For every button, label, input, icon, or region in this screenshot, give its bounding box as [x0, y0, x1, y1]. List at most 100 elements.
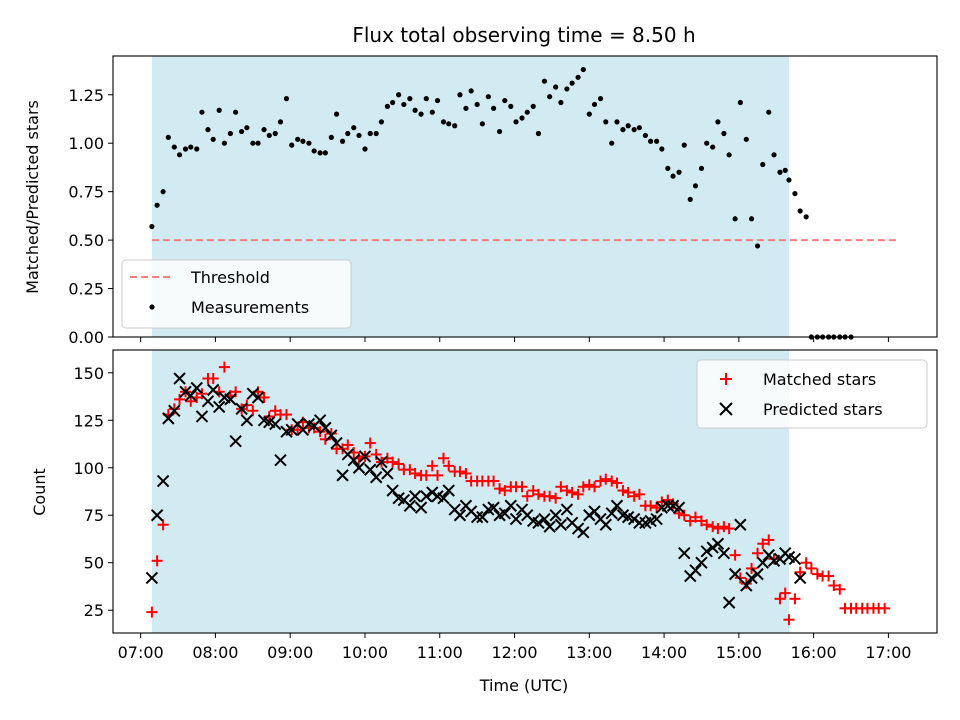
matched-stars-point — [606, 475, 618, 487]
matched-stars-point — [437, 452, 449, 464]
measurements-point — [434, 97, 441, 104]
measurements-point — [508, 103, 514, 109]
measurements-point — [194, 146, 200, 152]
measurements-point — [797, 208, 803, 214]
matched-stars-point — [393, 458, 405, 470]
x-tick-label: 10:00 — [342, 643, 388, 662]
measurements-point — [401, 101, 407, 108]
matched-stars-point — [577, 481, 589, 493]
x-tick-label: 15:00 — [716, 643, 762, 662]
matched-stars-point — [185, 395, 197, 407]
measurements-point — [513, 119, 519, 125]
measurements-point — [452, 123, 458, 129]
ratio-y-tick-label: 0.50 — [68, 231, 104, 250]
predicted-stars-point — [206, 383, 220, 397]
measurements-point — [468, 88, 474, 94]
measurements-point — [250, 140, 256, 146]
predicted-stars-point — [583, 509, 596, 522]
predicted-stars-point — [162, 412, 175, 425]
measurements-point — [239, 128, 245, 135]
matched-stars-point — [516, 481, 528, 493]
predicted-stars-point — [453, 509, 467, 522]
matched-stars-point — [532, 488, 544, 500]
matched-stars-point — [645, 500, 657, 512]
matched-stars-point — [494, 483, 506, 495]
measurements-point — [160, 189, 166, 195]
measurements-point — [803, 214, 809, 220]
measurements-point — [328, 134, 334, 140]
matched-stars-point — [617, 485, 629, 497]
predicted-stars-point — [605, 507, 618, 520]
predicted-stars-point — [661, 499, 675, 512]
predicted-stars-point — [610, 499, 624, 512]
matched-stars-point — [241, 399, 253, 411]
measurements-point — [665, 165, 671, 171]
matched-stars-point — [566, 486, 578, 498]
measurements-point — [591, 101, 598, 108]
x-tick-label: 17:00 — [865, 643, 911, 662]
predicted-stars-point — [408, 490, 422, 503]
matched-stars-point — [319, 433, 331, 445]
measurements-point — [490, 105, 497, 111]
matched-stars-point — [544, 490, 556, 502]
measurements-point — [463, 105, 469, 111]
matched-stars-point — [768, 553, 780, 565]
predicted-stars-point — [470, 510, 484, 524]
measurements-point — [255, 140, 261, 146]
counts-legend: Matched stars Predicted stars — [696, 359, 928, 429]
matched-stars-point — [707, 521, 719, 533]
predicted-stars-point — [369, 471, 383, 484]
measurements-point — [266, 132, 272, 139]
legend-predicted-swatch — [719, 402, 733, 416]
measurements-point — [165, 134, 171, 140]
matched-stars-point — [689, 511, 701, 523]
measurements-point — [300, 138, 306, 144]
measurements-point — [396, 92, 402, 98]
measurements-point — [317, 150, 323, 156]
counts-y-tick-label: 25 — [84, 601, 104, 620]
counts-y-tick-label: 50 — [84, 554, 104, 573]
legend-matched-swatch — [720, 373, 732, 385]
ratio-y-tick-label: 0.75 — [68, 183, 104, 202]
matched-stars-point — [774, 593, 786, 605]
measurements-point — [786, 177, 792, 183]
legend-threshold-label: Threshold — [190, 268, 270, 287]
matched-stars-point — [828, 580, 840, 592]
matched-stars-point — [420, 469, 432, 481]
measurements-point — [378, 119, 385, 125]
matched-stars-point — [763, 534, 775, 546]
measurements-point — [289, 142, 295, 148]
measurements-point — [535, 130, 542, 137]
counts-legend-box — [696, 359, 928, 429]
matched-stars-point — [651, 502, 663, 514]
predicted-stars-point — [352, 461, 366, 474]
predicted-stars-point — [678, 547, 691, 560]
measurements-point — [295, 136, 301, 142]
predicted-stars-point — [543, 520, 556, 533]
matched-stars-point — [656, 496, 668, 508]
predicted-stars-point — [538, 512, 551, 526]
matched-stars-point — [550, 492, 562, 504]
counts-y-tick-label: 150 — [73, 364, 104, 383]
predicted-stars-point — [403, 499, 417, 512]
measurements-point — [390, 99, 396, 106]
measurements-point — [569, 80, 575, 86]
measurements-point — [771, 152, 777, 158]
measurements-point — [322, 150, 328, 156]
measurements-point — [351, 125, 357, 131]
chart-title: Flux total observing time = 8.50 h — [352, 23, 695, 47]
x-tick-label: 12:00 — [491, 643, 537, 662]
predicted-stars-point — [414, 501, 428, 514]
measurements-point — [345, 130, 351, 137]
matched-stars-point — [879, 602, 891, 614]
matched-stars-point — [589, 481, 601, 493]
predicted-stars-point — [554, 518, 568, 531]
measurements-point — [149, 223, 155, 230]
measurements-point — [777, 169, 783, 175]
matched-stars-point — [174, 393, 186, 405]
measurements-point — [586, 111, 592, 117]
matched-stars-point — [752, 547, 764, 559]
matched-stars-point — [572, 488, 584, 500]
predicted-stars-point — [689, 564, 702, 577]
predicted-stars-point — [560, 503, 574, 516]
